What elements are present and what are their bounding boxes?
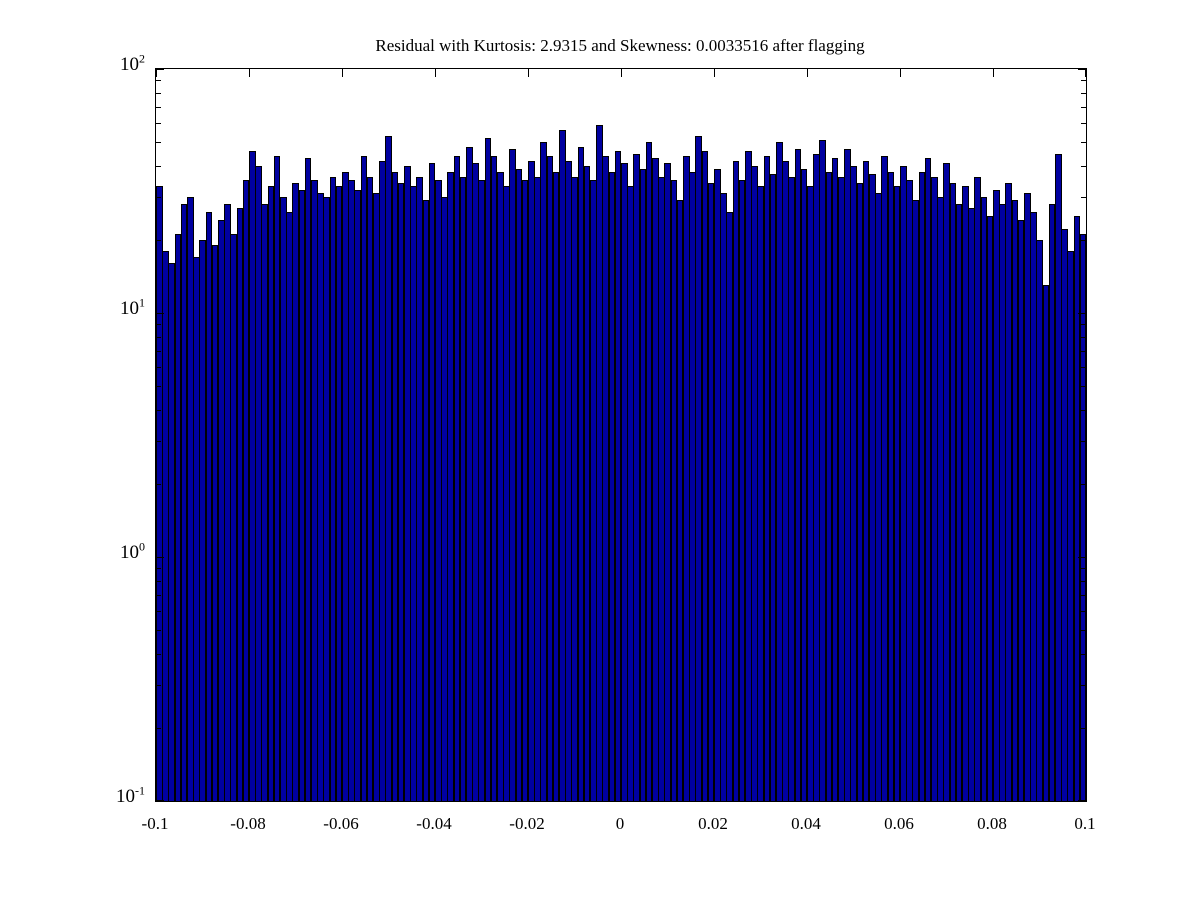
plot-area [155, 68, 1087, 802]
y-minor-tick [1081, 440, 1086, 442]
y-minor-tick [156, 483, 161, 485]
y-minor-tick [156, 166, 161, 168]
x-tick-label: -0.06 [323, 814, 359, 833]
y-tick-label: 102 [120, 51, 145, 75]
y-minor-tick [156, 654, 161, 656]
x-tick-label: -0.08 [230, 814, 266, 833]
y-minor-tick [156, 239, 161, 241]
x-tick-label: 0.06 [884, 814, 914, 833]
y-minor-tick [1081, 142, 1086, 144]
y-minor-tick [156, 324, 161, 326]
y-major-tick [156, 800, 164, 801]
x-major-tick [900, 69, 901, 77]
x-tick-label: 0.08 [977, 814, 1007, 833]
y-minor-tick [156, 386, 161, 388]
y-minor-tick [1081, 410, 1086, 412]
y-minor-tick [1081, 106, 1086, 108]
y-minor-tick [156, 80, 161, 82]
y-major-tick [1078, 800, 1086, 801]
y-major-tick [156, 557, 164, 558]
x-major-tick [528, 69, 529, 77]
y-minor-tick [1081, 367, 1086, 369]
y-minor-tick [1081, 92, 1086, 94]
x-major-tick [714, 69, 715, 77]
y-minor-tick [1081, 654, 1086, 656]
y-minor-tick [1081, 684, 1086, 686]
y-minor-tick [1081, 123, 1086, 125]
y-minor-tick [1081, 336, 1086, 338]
y-major-tick [156, 69, 164, 70]
y-tick-label: 10-1 [116, 783, 145, 807]
y-minor-tick [156, 630, 161, 632]
y-minor-tick [1081, 350, 1086, 352]
y-minor-tick [156, 367, 161, 369]
y-minor-tick [156, 727, 161, 729]
y-minor-tick [1081, 324, 1086, 326]
x-tick-label: -0.02 [509, 814, 545, 833]
y-minor-tick [156, 336, 161, 338]
y-minor-tick [156, 142, 161, 144]
y-minor-tick [156, 92, 161, 94]
x-major-tick [807, 69, 808, 77]
y-minor-tick [156, 568, 161, 570]
y-minor-tick [1081, 727, 1086, 729]
y-minor-tick [1081, 196, 1086, 198]
y-major-tick [1078, 313, 1086, 314]
chart-title: Residual with Kurtosis: 2.9315 and Skewn… [375, 36, 865, 55]
x-tick-label: 0.1 [1074, 814, 1096, 833]
histogram-bar [1079, 234, 1086, 801]
y-minor-tick [1081, 386, 1086, 388]
x-major-tick [249, 69, 250, 77]
y-minor-tick [1081, 166, 1086, 168]
y-minor-tick [156, 440, 161, 442]
y-minor-tick [156, 196, 161, 198]
x-tick-label: -0.04 [416, 814, 452, 833]
y-minor-tick [1081, 568, 1086, 570]
x-major-tick [435, 69, 436, 77]
y-minor-tick [156, 594, 161, 596]
y-tick-label: 100 [120, 539, 145, 563]
y-minor-tick [156, 611, 161, 613]
x-tick-label: 0.02 [698, 814, 728, 833]
y-tick-label: 101 [120, 295, 145, 319]
x-major-tick [993, 69, 994, 77]
x-major-tick [1085, 69, 1086, 77]
y-minor-tick [1081, 611, 1086, 613]
y-minor-tick [1081, 630, 1086, 632]
histogram-bars-layer [156, 69, 1086, 801]
x-major-tick [156, 69, 157, 77]
x-major-tick [621, 69, 622, 77]
y-major-tick [1078, 69, 1086, 70]
y-minor-tick [156, 410, 161, 412]
y-minor-tick [1081, 80, 1086, 82]
y-minor-tick [1081, 580, 1086, 582]
y-minor-tick [156, 106, 161, 108]
x-tick-label: -0.1 [141, 814, 169, 833]
y-minor-tick [156, 123, 161, 125]
y-major-tick [156, 313, 164, 314]
y-minor-tick [156, 350, 161, 352]
y-minor-tick [156, 580, 161, 582]
y-minor-tick [1081, 594, 1086, 596]
x-major-tick [342, 69, 343, 77]
x-tick-label: 0.04 [791, 814, 821, 833]
y-minor-tick [1081, 483, 1086, 485]
x-tick-label: 0 [615, 814, 625, 833]
y-major-tick [1078, 557, 1086, 558]
y-minor-tick [156, 684, 161, 686]
y-minor-tick [1081, 239, 1086, 241]
